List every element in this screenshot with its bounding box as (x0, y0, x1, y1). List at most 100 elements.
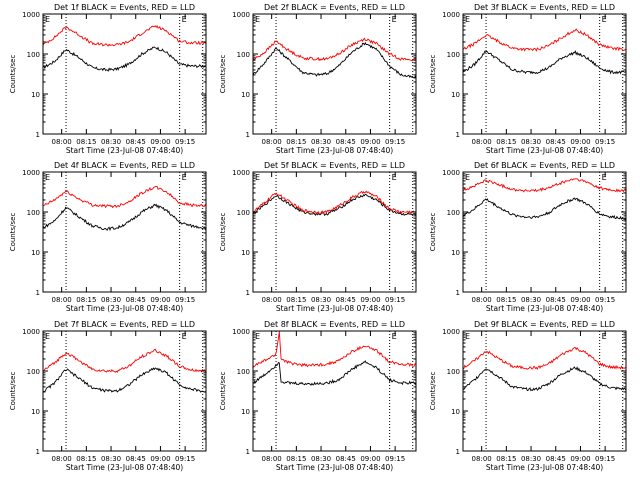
x-tick-label: 08:15 (496, 455, 516, 463)
y-tick-label: 1000 (22, 328, 40, 336)
x-axis-label: Start Time (23-Jul-08 07:48:40) (66, 146, 183, 155)
x-tick-label: 09:15 (385, 138, 405, 146)
x-tick-label: 08:00 (262, 138, 282, 146)
y-tick-label: 10 (241, 91, 250, 99)
events-series-line (42, 203, 207, 232)
y-tick-label: 1000 (442, 11, 460, 19)
x-tick-label: 09:00 (360, 296, 380, 304)
detector-panel: Det 3f BLACK = Events, RED = LLD 1 10 100 10… (429, 3, 627, 155)
x-tick-label: 08:00 (52, 455, 72, 463)
panel-title: Det 5f BLACK = Events, RED = LLD (264, 161, 405, 170)
panel-title: Det 6f BLACK = Events, RED = LLD (474, 161, 615, 170)
x-tick-label: 08:00 (262, 455, 282, 463)
y-axis-label: Counts/sec (219, 55, 227, 94)
corner-mark: E (465, 332, 470, 341)
y-axis-label: Counts/sec (429, 55, 437, 94)
plot-frame (42, 13, 207, 135)
x-axis-label: Start Time (23-Jul-08 07:48:40) (486, 146, 603, 155)
lld-series-line (462, 28, 627, 52)
x-tick-label: 08:15 (76, 138, 96, 146)
x-tick-label: 08:45 (336, 455, 356, 463)
y-tick-label: 100 (27, 368, 40, 376)
x-tick-label: 09:15 (595, 138, 615, 146)
x-tick-label: 08:00 (472, 455, 492, 463)
x-tick-label: 08:45 (546, 455, 566, 463)
y-tick-label: 100 (27, 51, 40, 59)
corner-mark: E (392, 15, 397, 24)
y-tick-label: 10 (451, 249, 460, 257)
detector-panel: Det 9f BLACK = Events, RED = LLD 1 10 100 10… (429, 320, 627, 472)
y-tick-label: 1000 (232, 11, 250, 19)
x-tick-label: 09:00 (150, 455, 170, 463)
x-tick-label: 09:15 (385, 455, 405, 463)
y-tick-label: 1000 (442, 169, 460, 177)
x-tick-label: 08:30 (521, 296, 541, 304)
y-tick-label: 100 (237, 368, 250, 376)
x-tick-label: 08:30 (311, 296, 331, 304)
corner-mark: E (392, 332, 397, 341)
y-tick-label: 1 (36, 448, 40, 456)
x-tick-label: 08:45 (546, 138, 566, 146)
x-tick-label: 09:00 (570, 296, 590, 304)
corner-mark: E (182, 15, 187, 24)
detector-panel: Det 5f BLACK = Events, RED = LLD 1 10 100 10… (219, 161, 417, 313)
x-tick-label: 09:00 (150, 296, 170, 304)
x-tick-label: 08:30 (101, 296, 121, 304)
x-tick-label: 09:15 (175, 138, 195, 146)
y-tick-label: 1000 (232, 169, 250, 177)
x-axis-label: Start Time (23-Jul-08 07:48:40) (66, 304, 183, 313)
x-tick-label: 08:00 (52, 296, 72, 304)
y-tick-label: 10 (31, 249, 40, 257)
y-tick-label: 10 (451, 91, 460, 99)
x-tick-label: 08:00 (472, 138, 492, 146)
x-tick-label: 09:15 (385, 296, 405, 304)
x-tick-label: 08:30 (101, 138, 121, 146)
detector-panel: Det 4f BLACK = Events, RED = LLD 1 10 100 10… (9, 161, 207, 313)
x-tick-label: 08:15 (496, 296, 516, 304)
x-tick-label: 09:00 (360, 138, 380, 146)
x-tick-label: 09:00 (570, 455, 590, 463)
y-tick-label: 1000 (232, 328, 250, 336)
events-series-line (42, 367, 207, 393)
events-series-line (462, 366, 627, 392)
lld-series-line (462, 346, 627, 370)
corner-mark: E (182, 332, 187, 341)
lld-series-line (462, 178, 627, 193)
y-tick-label: 10 (451, 408, 460, 416)
corner-mark: E (465, 173, 470, 182)
y-tick-label: 1 (456, 448, 460, 456)
y-tick-label: 10 (31, 91, 40, 99)
x-axis-label: Start Time (23-Jul-08 07:48:40) (486, 463, 603, 472)
detector-panel: Det 2f BLACK = Events, RED = LLD 1 10 100 10… (219, 3, 417, 155)
y-axis-label: Counts/sec (219, 213, 227, 252)
x-tick-label: 08:15 (76, 455, 96, 463)
y-tick-label: 1000 (22, 169, 40, 177)
y-tick-label: 100 (27, 209, 40, 217)
corner-mark: E (465, 15, 470, 24)
x-tick-label: 08:45 (126, 138, 146, 146)
detector-panel: Det 7f BLACK = Events, RED = LLD 1 10 100 10… (9, 320, 207, 472)
events-series-line (42, 46, 207, 72)
x-tick-label: 09:15 (175, 455, 195, 463)
x-axis-label: Start Time (23-Jul-08 07:48:40) (276, 304, 393, 313)
x-tick-label: 08:00 (262, 296, 282, 304)
x-tick-label: 08:45 (336, 138, 356, 146)
corner-mark: E (182, 173, 187, 182)
y-tick-label: 100 (237, 51, 250, 59)
x-tick-label: 08:45 (546, 296, 566, 304)
x-tick-label: 08:45 (126, 455, 146, 463)
y-tick-label: 100 (447, 368, 460, 376)
y-tick-label: 100 (447, 51, 460, 59)
y-tick-label: 1000 (22, 11, 40, 19)
corner-mark: E (392, 173, 397, 182)
x-tick-label: 08:30 (521, 455, 541, 463)
x-tick-label: 08:30 (311, 455, 331, 463)
y-tick-label: 100 (237, 209, 250, 217)
events-series-line (252, 41, 417, 80)
x-axis-label: Start Time (23-Jul-08 07:48:40) (276, 463, 393, 472)
corner-mark: E (45, 15, 50, 24)
x-tick-label: 08:15 (76, 296, 96, 304)
panel-title: Det 2f BLACK = Events, RED = LLD (264, 3, 405, 12)
